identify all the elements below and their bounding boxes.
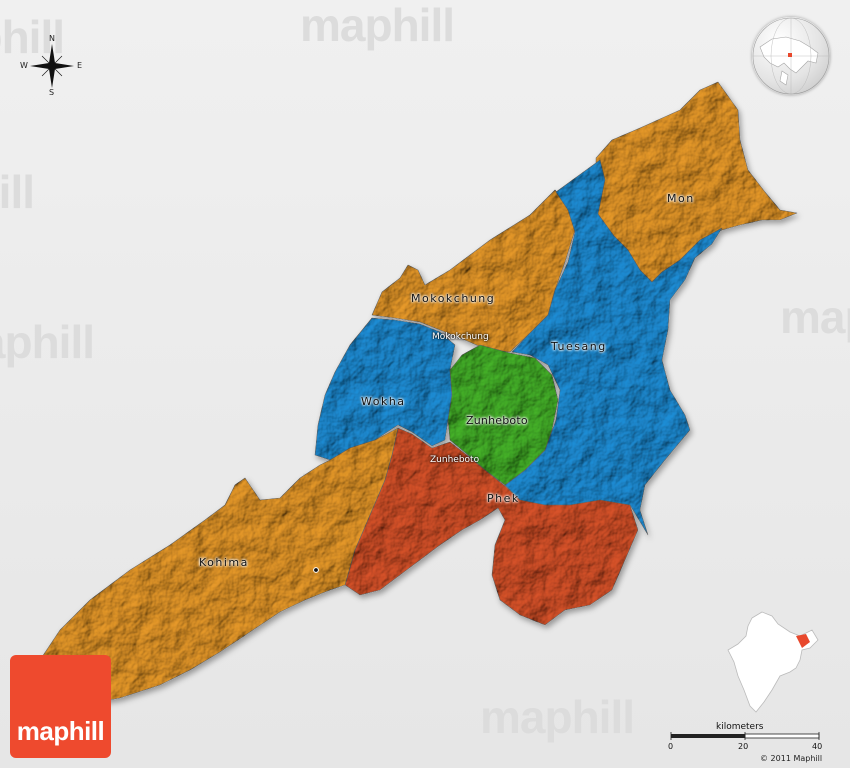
scale-bar (670, 732, 820, 740)
maphill-logo[interactable] (10, 655, 111, 758)
watermark: maphill (300, 0, 455, 51)
region-label-phek: Phek (487, 492, 520, 505)
region-label-mokokchung: Mokokchung (411, 292, 496, 305)
town-marker (313, 567, 319, 573)
compass-north-label: N (49, 34, 55, 43)
compass-south-label: S (49, 88, 55, 97)
town-label-mokokchung: Mokokchung (432, 332, 489, 342)
scale-tick-label: 0 (668, 742, 674, 751)
copyright-text: © 2011 Maphill (760, 754, 823, 763)
watermark: maphill (0, 166, 35, 218)
region-label-tuesang: Tuesang (551, 340, 607, 353)
compass-west-label: W (20, 61, 28, 70)
watermark: maphill (0, 316, 95, 368)
watermark: maphill (780, 291, 850, 343)
india-locator-icon (727, 611, 819, 713)
watermark: maphill (0, 11, 65, 63)
scale-title: kilometers (716, 722, 764, 732)
scale-tick-label: 40 (812, 742, 823, 751)
region-label-mon: Mon (667, 192, 695, 205)
region-phek[interactable] (344, 427, 639, 626)
watermark: maphill (480, 691, 635, 743)
maphill-logo-text: maphill (16, 716, 105, 746)
region-wokha[interactable] (314, 317, 456, 461)
region-label-kohima: Kohima (199, 556, 249, 569)
compass-rose-icon (30, 44, 74, 88)
scale-tick-label: 20 (738, 742, 749, 751)
region-zunheboto[interactable] (447, 344, 559, 486)
region-label-wokha: Wokha (361, 395, 406, 408)
town-label-zunheboto: Zunheboto (430, 455, 480, 465)
globe-locator-icon (752, 17, 830, 95)
region-label-zunheboto: Zunheboto (466, 414, 528, 427)
region-tuesang[interactable] (504, 159, 723, 536)
compass-east-label: E (77, 61, 83, 70)
